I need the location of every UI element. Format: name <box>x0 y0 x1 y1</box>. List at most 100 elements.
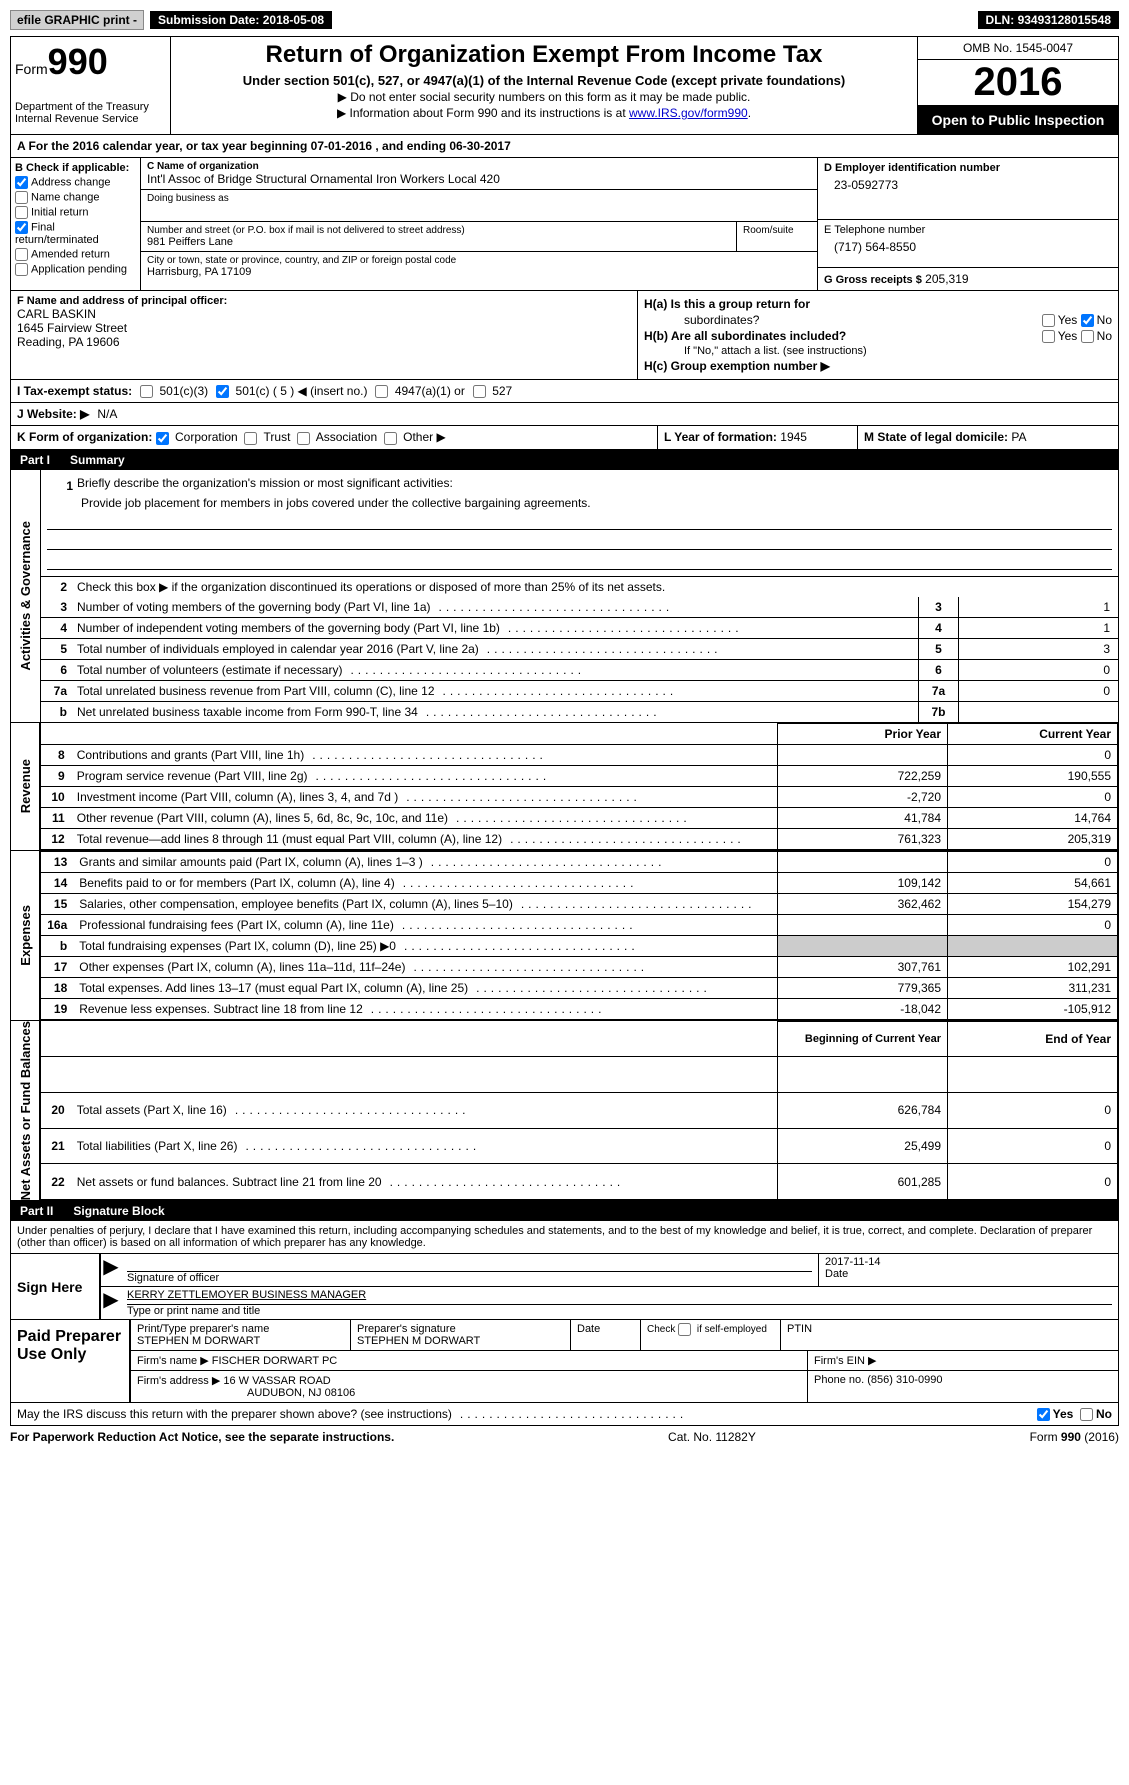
row-f-h: F Name and address of principal officer:… <box>10 291 1119 380</box>
boxb-checkbox[interactable] <box>15 248 28 261</box>
gov-row: 5 Total number of individuals employed i… <box>41 638 1118 659</box>
part1-header: Part I Summary <box>10 450 1119 470</box>
fin-row: 12 Total revenue—add lines 8 through 11 … <box>41 828 1118 849</box>
hb-yes-checkbox[interactable] <box>1042 330 1055 343</box>
preparer-signature: STEPHEN M DORWART <box>357 1335 564 1347</box>
self-employed-checkbox[interactable] <box>678 1323 691 1336</box>
irs-link[interactable]: www.IRS.gov/form990 <box>629 106 748 120</box>
boxb-checkbox[interactable] <box>15 221 28 234</box>
box-m: M State of legal domicile: PA <box>858 426 1118 448</box>
form-title: Return of Organization Exempt From Incom… <box>179 41 909 69</box>
firm-name: FISCHER DORWART PC <box>212 1355 338 1367</box>
form-note1: ▶ Do not enter social security numbers o… <box>179 90 909 104</box>
row-j: J Website: ▶ N/A <box>10 403 1119 426</box>
fin-row: b Total fundraising expenses (Part IX, c… <box>41 935 1118 956</box>
sign-here-label: Sign Here <box>11 1254 101 1319</box>
officer-addr1: 1645 Fairview Street <box>17 321 631 335</box>
dln-block: DLN: 93493128015548 <box>978 11 1119 29</box>
part2-header: Part II Signature Block <box>10 1201 1119 1221</box>
fin-row: 11 Other revenue (Part VIII, column (A),… <box>41 807 1118 828</box>
gov-row: 6 Total number of volunteers (estimate i… <box>41 659 1118 680</box>
gov-row: 4 Number of independent voting members o… <box>41 617 1118 638</box>
fin-row: 18 Total expenses. Add lines 13–17 (must… <box>41 977 1118 998</box>
tel-label: E Telephone number <box>824 224 1112 236</box>
form-header: Form990 Department of the Treasury Inter… <box>10 36 1119 135</box>
i-527-checkbox[interactable] <box>473 385 486 398</box>
i-4947-checkbox[interactable] <box>375 385 388 398</box>
i-501c3-checkbox[interactable] <box>140 385 153 398</box>
part1-governance: Activities & Governance 1Briefly describ… <box>10 470 1119 723</box>
gross-label: G Gross receipts $ <box>824 274 922 286</box>
footer-left: For Paperwork Reduction Act Notice, see … <box>10 1430 394 1444</box>
fin-row: 19 Revenue less expenses. Subtract line … <box>41 998 1118 1019</box>
fin-row: 10 Investment income (Part VIII, column … <box>41 786 1118 807</box>
paid-preparer-label: Paid Preparer Use Only <box>11 1320 131 1402</box>
ha-yes-checkbox[interactable] <box>1042 314 1055 327</box>
boxb-item: Name change <box>15 191 136 204</box>
boxb-checkbox[interactable] <box>15 191 28 204</box>
website-value: N/A <box>97 407 117 421</box>
discuss-no-checkbox[interactable] <box>1080 1408 1093 1421</box>
box-f: F Name and address of principal officer:… <box>11 291 638 379</box>
boxb-checkbox[interactable] <box>15 263 28 276</box>
box-b: B Check if applicable: Address change Nam… <box>11 158 141 290</box>
form-subtitle: Under section 501(c), 527, or 4947(a)(1)… <box>179 73 909 88</box>
firm-addr: 16 W VASSAR ROAD <box>223 1375 330 1387</box>
box-h: H(a) Is this a group return for subordin… <box>638 291 1118 379</box>
form-number: 990 <box>48 41 108 82</box>
paid-preparer-block: Paid Preparer Use Only Print/Type prepar… <box>10 1320 1119 1403</box>
form-990-page: efile GRAPHIC print - Submission Date: 2… <box>0 0 1129 1458</box>
gov-row: b Net unrelated business taxable income … <box>41 701 1118 722</box>
box-l: L Year of formation: 1945 <box>658 426 858 448</box>
gov-row: 7a Total unrelated business revenue from… <box>41 680 1118 701</box>
k-trust-checkbox[interactable] <box>244 432 257 445</box>
box-d: D Employer identification number 23-0592… <box>818 158 1118 290</box>
form-year-block: OMB No. 1545-0047 2016 Open to Public In… <box>918 37 1118 134</box>
open-to-public: Open to Public Inspection <box>918 106 1118 134</box>
ha-no-checkbox[interactable] <box>1081 314 1094 327</box>
submission-date: 2018-05-08 <box>263 13 324 27</box>
fin-row: 21 Total liabilities (Part X, line 26)..… <box>41 1128 1118 1164</box>
form-note2: ▶ Information about Form 990 and its ins… <box>179 106 909 120</box>
boxb-checkbox[interactable] <box>15 206 28 219</box>
gross-value: 205,319 <box>925 272 968 286</box>
preparer-name: STEPHEN M DORWART <box>137 1335 344 1347</box>
mission-text: Provide job placement for members in job… <box>47 496 1112 510</box>
k-assoc-checkbox[interactable] <box>297 432 310 445</box>
boxb-item: Application pending <box>15 263 136 276</box>
box-b-header: B Check if applicable: <box>15 162 136 174</box>
firm-addr2: AUDUBON, NJ 08106 <box>137 1387 801 1399</box>
footer-right: Form 990 (2016) <box>1030 1430 1119 1444</box>
room-label: Room/suite <box>743 225 811 236</box>
gov-row: 3 Number of voting members of the govern… <box>41 597 1118 617</box>
officer-name: CARL BASKIN <box>17 307 631 321</box>
i-501c-checkbox[interactable] <box>216 385 229 398</box>
form-title-block: Return of Organization Exempt From Incom… <box>171 37 918 134</box>
dln-label: DLN: <box>986 13 1015 27</box>
topbar: efile GRAPHIC print - Submission Date: 2… <box>10 10 1119 30</box>
tel-value: (717) 564-8550 <box>824 236 1112 254</box>
discuss-row: May the IRS discuss this return with the… <box>10 1403 1119 1426</box>
part1-netassets: Net Assets or Fund Balances Beginning of… <box>10 1021 1119 1201</box>
fin-row: 20 Total assets (Part X, line 16).......… <box>41 1093 1118 1129</box>
side-revenue: Revenue <box>18 759 33 813</box>
fin-row: 13 Grants and similar amounts paid (Part… <box>41 851 1118 872</box>
discuss-yes-checkbox[interactable] <box>1037 1408 1050 1421</box>
boxb-checkbox[interactable] <box>15 176 28 189</box>
form-number-block: Form990 Department of the Treasury Inter… <box>11 37 171 134</box>
hb-no-checkbox[interactable] <box>1081 330 1094 343</box>
k-other-checkbox[interactable] <box>384 432 397 445</box>
k-corp-checkbox[interactable] <box>156 432 169 445</box>
boxb-item: Address change <box>15 176 136 189</box>
boxb-item: Final return/terminated <box>15 221 136 246</box>
fin-row: 22 Net assets or fund balances. Subtract… <box>41 1164 1118 1200</box>
part1-revenue: Revenue Prior YearCurrent Year 8 Contrib… <box>10 723 1119 851</box>
addr-label: Number and street (or P.O. box if mail i… <box>147 225 730 236</box>
boxb-item: Amended return <box>15 248 136 261</box>
penalties-text: Under penalties of perjury, I declare th… <box>11 1221 1118 1254</box>
submission-date-label: Submission Date: <box>158 13 259 27</box>
addr-value: 981 Peiffers Lane <box>147 236 730 248</box>
dln-value: 93493128015548 <box>1018 13 1111 27</box>
efile-print-btn[interactable]: efile GRAPHIC print - <box>10 10 144 30</box>
side-governance: Activities & Governance <box>18 521 33 671</box>
